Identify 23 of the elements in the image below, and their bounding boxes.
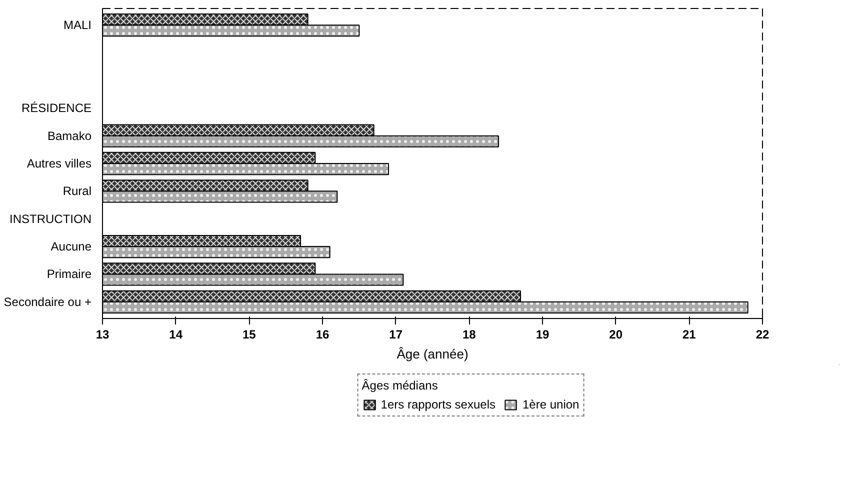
y-tick-label: Autres villes — [26, 156, 92, 170]
x-tick-label: 16 — [316, 328, 330, 342]
legend-label: 1ère union — [522, 398, 580, 412]
y-tick-label: INSTRUCTION — [10, 212, 92, 226]
x-tick-label: 19 — [536, 328, 550, 342]
x-axis-title: Âge (année) — [396, 346, 468, 362]
x-tick-label: 21 — [682, 328, 696, 342]
y-tick-label: RÉSIDENCE — [21, 101, 92, 116]
x-tick-label: 20 — [609, 328, 623, 342]
x-tick-label: 17 — [389, 328, 403, 342]
x-tick-label: 22 — [756, 328, 770, 342]
y-tick-label: Bamako — [47, 128, 92, 143]
y-tick-label: Rural — [62, 184, 92, 198]
x-tick-label: 18 — [462, 328, 476, 342]
y-tick-label: Aucune — [50, 240, 92, 254]
legend-title: Âges médians — [362, 378, 439, 392]
y-tick-label: Primaire — [46, 267, 92, 282]
y-tick-label: Secondaire ou + — [4, 294, 92, 309]
x-tick-label: 14 — [169, 328, 183, 342]
legend-label: 1ers rapports sexuels — [380, 398, 496, 412]
x-tick-label: 13 — [96, 328, 110, 342]
y-tick-label: MALI — [63, 18, 92, 32]
x-tick-label: 15 — [242, 328, 256, 342]
